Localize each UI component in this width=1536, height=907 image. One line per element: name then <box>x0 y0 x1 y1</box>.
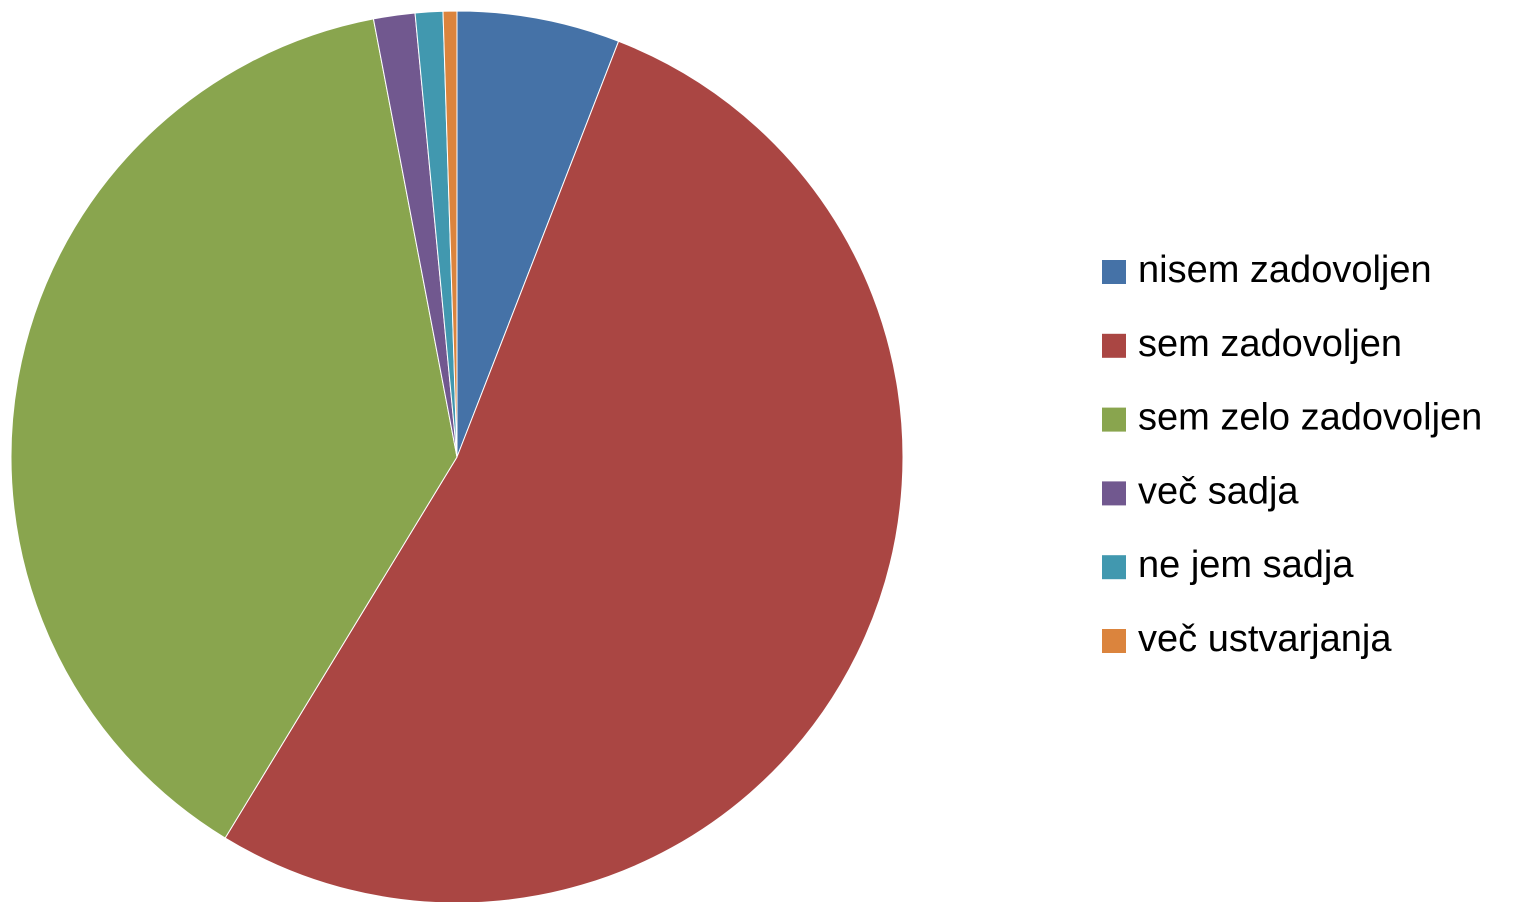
pie-slice <box>442 10 458 458</box>
legend-label: ne jem sadja <box>1138 544 1354 586</box>
pie-slice <box>456 10 620 458</box>
legend-swatch <box>1102 555 1126 580</box>
legend-swatch <box>1102 407 1126 432</box>
legend-label: sem zelo zadovoljen <box>1138 397 1482 439</box>
legend-swatch <box>1102 481 1126 506</box>
pie-slice <box>10 18 458 839</box>
legend-label: več ustvarjanja <box>1138 618 1392 660</box>
legend-label: nisem zadovoljen <box>1138 249 1432 291</box>
legend-label: več sadja <box>1138 470 1299 512</box>
legend-swatch <box>1102 629 1126 653</box>
legend-swatch <box>1102 333 1126 358</box>
legend-label: sem zadovoljen <box>1138 323 1402 365</box>
legend-swatch <box>1102 260 1126 284</box>
